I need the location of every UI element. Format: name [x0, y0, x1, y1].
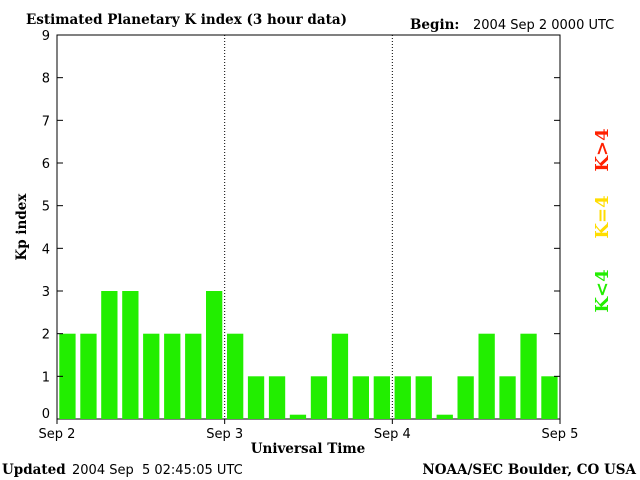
y-axis: 0 1 2 3 4 5 6 7 8 9	[42, 29, 560, 422]
kp-bar	[520, 333, 537, 419]
kp-bar	[206, 291, 223, 419]
x-tick-label: Sep 2	[39, 427, 76, 442]
y-tick-label: 6	[42, 157, 50, 172]
kp-bar	[185, 333, 202, 419]
bars	[59, 291, 558, 419]
kp-bar	[457, 376, 474, 419]
y-tick-label: 5	[42, 200, 50, 215]
begin-value: 2004 Sep 2 0000 UTC	[473, 18, 614, 33]
x-axis: Sep 2 Sep 3 Sep 4 Sep 5	[39, 419, 579, 442]
begin-label: Begin:	[410, 17, 459, 33]
updated-label: Updated	[2, 462, 66, 478]
source-credit: NOAA/SEC Boulder, CO USA	[422, 462, 636, 478]
kp-bar	[394, 376, 411, 419]
y-tick-label: 0	[42, 407, 50, 422]
legend-k-greater-4: K>4	[592, 128, 613, 171]
plot-frame	[56, 34, 561, 420]
y-tick-label: 2	[42, 328, 50, 343]
x-axis-label: Universal Time	[251, 441, 366, 457]
kp-bar	[80, 333, 97, 419]
kp-bar	[415, 376, 432, 419]
updated-value: 2004 Sep 5 02:45:05 UTC	[72, 463, 243, 478]
y-tick-label: 3	[42, 285, 50, 300]
kp-bar	[59, 333, 76, 419]
y-tick-label: 7	[42, 114, 50, 129]
legend-k-equal-4: K=4	[592, 195, 613, 238]
kp-bar	[331, 333, 349, 419]
kp-bar	[310, 376, 328, 419]
kp-bar	[541, 376, 558, 419]
kp-bar	[268, 376, 286, 419]
kp-bar	[289, 414, 307, 419]
kp-bar	[499, 376, 516, 419]
kp-bar	[143, 333, 160, 419]
x-tick-label: Sep 4	[374, 427, 411, 442]
kp-bar	[436, 414, 453, 419]
y-axis-label: Kp index	[14, 193, 30, 261]
kp-bar	[352, 376, 369, 419]
kp-bar	[227, 333, 244, 419]
kp-bar	[247, 376, 265, 419]
x-tick-label: Sep 3	[206, 427, 243, 442]
y-tick-label: 8	[42, 72, 50, 87]
y-tick-label: 9	[42, 29, 50, 44]
x-tick-label: Sep 5	[542, 427, 579, 442]
legend-k-less-4: K<4	[592, 269, 613, 312]
y-tick-label: 4	[42, 242, 50, 257]
kp-bar	[373, 376, 390, 419]
day-separators	[224, 35, 393, 419]
kp-bar	[122, 291, 139, 419]
y-tick-label: 1	[42, 370, 50, 385]
kp-bar	[164, 333, 181, 419]
kp-bar	[478, 333, 495, 419]
chart-title: Estimated Planetary K index (3 hour data…	[26, 12, 347, 28]
kp-bar	[101, 291, 118, 419]
